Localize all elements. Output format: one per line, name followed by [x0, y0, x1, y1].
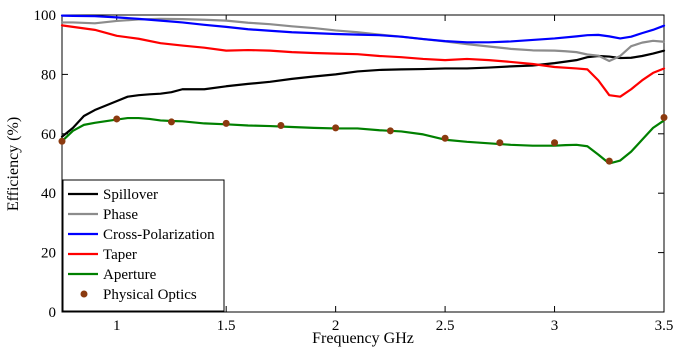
x-tick-label: 3.5	[655, 318, 674, 334]
physical-optics-point	[222, 119, 230, 127]
legend-box	[62, 179, 225, 312]
y-axis-label: Efficiency (%)	[5, 117, 22, 211]
y-tick-label: 60	[41, 127, 56, 143]
x-tick-label: 1	[113, 318, 121, 334]
tick-labels-layer: 1 1.5 2 2.5 3 3.5 0 20 40 60 80 100	[34, 8, 674, 334]
physical-optics-point	[386, 127, 394, 135]
physical-optics-point	[113, 115, 121, 123]
physical-optics-point	[605, 157, 613, 165]
y-tick-label: 80	[41, 67, 56, 83]
y-tick-label: 40	[41, 186, 56, 202]
physical-optics-point	[551, 139, 559, 147]
physical-optics-point	[441, 134, 449, 142]
legend-label: Taper	[103, 247, 137, 263]
series-line-taper	[60, 24, 666, 98]
x-tick-label: 1.5	[217, 318, 236, 334]
legend-label: Phase	[103, 207, 138, 223]
physical-optics-point	[277, 121, 285, 129]
legend: Spillover Phase Cross-Polarization Taper Ape…	[62, 179, 225, 312]
physical-optics-point	[496, 139, 504, 147]
physical-optics-point	[58, 137, 66, 145]
y-tick-label: 100	[34, 8, 57, 24]
physical-optics-point	[332, 124, 340, 132]
legend-label: Aperture	[103, 267, 157, 283]
physical-optics-point	[167, 118, 175, 126]
x-tick-label: 2.5	[436, 318, 455, 334]
x-tick-label: 2	[332, 318, 340, 334]
y-tick-label: 0	[49, 305, 57, 321]
legend-label: Physical Optics	[103, 287, 197, 303]
legend-label: Spillover	[103, 187, 158, 203]
physical-optics-point	[660, 113, 668, 121]
series-layer	[58, 14, 668, 165]
x-tick-label: 3	[551, 318, 559, 334]
legend-marker	[80, 290, 88, 298]
legend-label: Cross-Polarization	[103, 227, 215, 243]
series-line-cross-polarization	[60, 14, 666, 44]
y-tick-label: 20	[41, 246, 56, 262]
x-axis-label: Frequency GHz	[312, 330, 414, 347]
series-line-aperture	[60, 116, 666, 165]
